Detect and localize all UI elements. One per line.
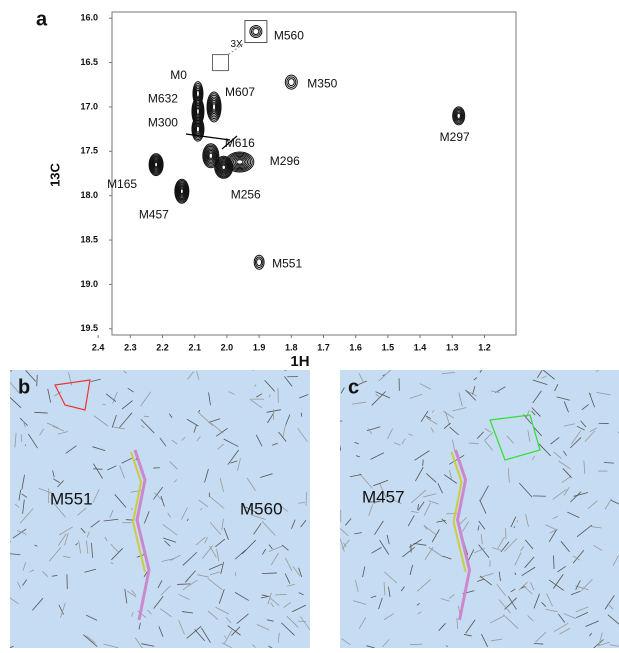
y-tick-label: 17.0 — [80, 101, 98, 111]
mesh-line — [4, 617, 10, 626]
x-tick-label: 2.4 — [92, 342, 105, 352]
peak-label: M560 — [274, 29, 304, 43]
contour — [288, 79, 294, 86]
contour — [253, 29, 259, 35]
residue-label: M551 — [50, 489, 93, 508]
x-tick-label: 2.3 — [124, 342, 137, 352]
x-tick-label: 1.2 — [478, 342, 491, 352]
mesh-line — [9, 359, 12, 371]
y-tick-label: 19.0 — [80, 279, 98, 289]
mesh-line — [275, 367, 286, 370]
panel-label: a — [36, 8, 48, 30]
x-axis-label: 1H — [290, 353, 309, 370]
plot-frame — [112, 12, 516, 335]
contour — [457, 113, 460, 118]
x-tick-label: 2.0 — [221, 342, 234, 352]
x-tick-label: 1.7 — [317, 342, 330, 352]
mesh-line — [177, 584, 190, 585]
contour — [237, 160, 243, 164]
peak — [207, 92, 221, 122]
mesh-line — [423, 460, 424, 466]
mesh-line — [126, 520, 134, 521]
peak-label: M551 — [272, 256, 302, 270]
mesh-line — [554, 556, 555, 569]
peak-label: M300 — [148, 115, 178, 129]
contour — [222, 165, 226, 169]
contour — [212, 104, 215, 111]
peak — [250, 26, 262, 38]
peak — [254, 255, 264, 269]
panel-bg — [340, 370, 619, 648]
residue-label: M457 — [362, 487, 405, 506]
peak — [149, 154, 163, 176]
x-tick-label: 1.5 — [382, 342, 395, 352]
x-tick-label: 2.2 — [156, 342, 169, 352]
y-tick-label: 19.5 — [80, 323, 98, 333]
x-tick-label: 1.4 — [414, 342, 427, 352]
contour — [180, 189, 183, 194]
peak-label: M296 — [270, 154, 300, 168]
x-tick-label: 2.1 — [188, 342, 201, 352]
y-axis-label: 13C — [47, 162, 62, 186]
peak-label: M457 — [139, 207, 169, 221]
density-panel: c M457 — [338, 361, 619, 648]
x-tick-label: 1.6 — [349, 342, 362, 352]
peak-label: M256 — [231, 187, 261, 201]
peak-label: M297 — [440, 130, 470, 144]
x-tick-label: 1.8 — [285, 342, 298, 352]
y-tick-label: 16.0 — [80, 13, 98, 23]
peak-label: M607 — [225, 85, 255, 99]
peak — [453, 107, 465, 125]
y-tick-label: 18.5 — [80, 234, 98, 244]
mesh-line — [410, 644, 423, 645]
contour — [209, 153, 213, 158]
contour — [257, 259, 262, 266]
peak — [285, 75, 297, 89]
contour — [155, 162, 158, 166]
highlight-box — [245, 21, 267, 43]
mesh-line — [253, 367, 260, 370]
peak-label: M350 — [307, 76, 337, 90]
y-tick-label: 18.0 — [80, 190, 98, 200]
peak-label: M0 — [170, 68, 187, 82]
mesh-line — [2, 541, 10, 548]
mesh-line — [457, 618, 458, 629]
y-tick-label: 16.5 — [80, 57, 98, 67]
mesh-line — [534, 644, 543, 645]
figure: a 1H 13C 2.4 2.3 2.2 2.1 2.0 1.9 1.8 1.7 1.6 1.5 1… — [0, 0, 619, 648]
x-tick-label: 1.3 — [446, 342, 459, 352]
peak-label: M165 — [107, 177, 137, 191]
scale-label: 3X — [230, 39, 243, 50]
x-tick-label: 1.9 — [253, 342, 266, 352]
contour — [232, 156, 248, 167]
panel-label: b — [18, 376, 30, 398]
peak — [175, 179, 189, 203]
peak-label: M632 — [148, 92, 178, 106]
peak — [215, 156, 233, 178]
scaled-box — [212, 55, 228, 71]
contour — [197, 90, 200, 97]
residue-label: M560 — [240, 499, 283, 518]
arrow — [186, 134, 230, 140]
contour — [196, 126, 199, 132]
density-panel: b M551 M560 — [2, 359, 310, 648]
y-tick-label: 17.5 — [80, 146, 98, 156]
contour — [197, 108, 200, 114]
panel-label: c — [348, 376, 359, 398]
